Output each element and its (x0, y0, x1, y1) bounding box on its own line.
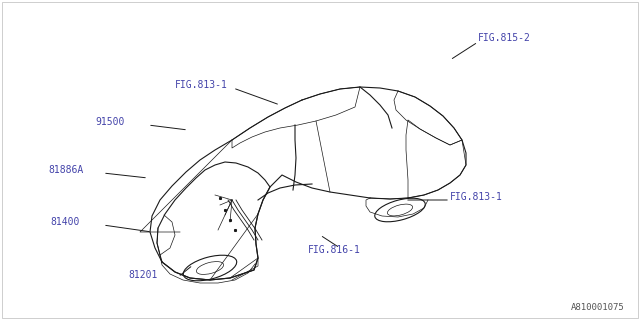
Text: 81201: 81201 (128, 270, 157, 280)
Text: 81886A: 81886A (48, 165, 83, 175)
Text: 91500: 91500 (95, 117, 124, 127)
Text: FIG.815-2: FIG.815-2 (478, 33, 531, 43)
Text: A810001075: A810001075 (572, 303, 625, 312)
Text: FIG.816-1: FIG.816-1 (308, 245, 361, 255)
Text: FIG.813-1: FIG.813-1 (450, 192, 503, 202)
Text: 81400: 81400 (50, 217, 79, 227)
Text: FIG.813-1: FIG.813-1 (175, 80, 228, 90)
